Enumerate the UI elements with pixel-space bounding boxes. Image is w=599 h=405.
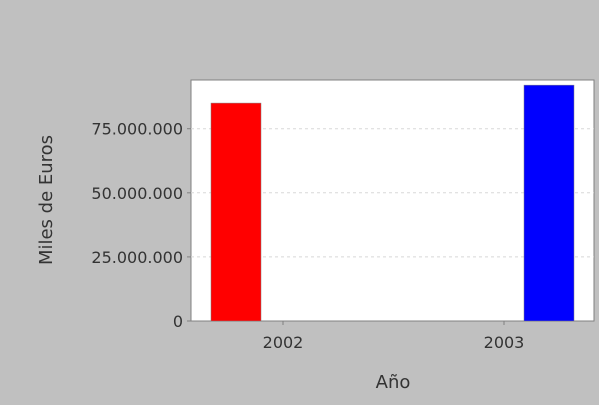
y-axis-label: Miles de Euros xyxy=(36,135,57,265)
bar-2003 xyxy=(523,84,575,322)
y-tick-label: 0 xyxy=(173,312,183,331)
y-tick-label: 50.000.000 xyxy=(91,184,183,203)
bars xyxy=(210,84,575,322)
bar-2002 xyxy=(210,102,262,322)
y-tick-label: 75.000.000 xyxy=(91,120,183,139)
x-tick-label: 2003 xyxy=(484,333,525,352)
x-axis-label: Año xyxy=(376,372,411,393)
y-axis-ticks: 0 25.000.000 50.000.000 75.000.000 xyxy=(91,120,191,331)
x-tick-label: 2002 xyxy=(263,333,304,352)
y-tick-label: 25.000.000 xyxy=(91,248,183,267)
x-axis-ticks: 2002 2003 xyxy=(263,321,525,352)
